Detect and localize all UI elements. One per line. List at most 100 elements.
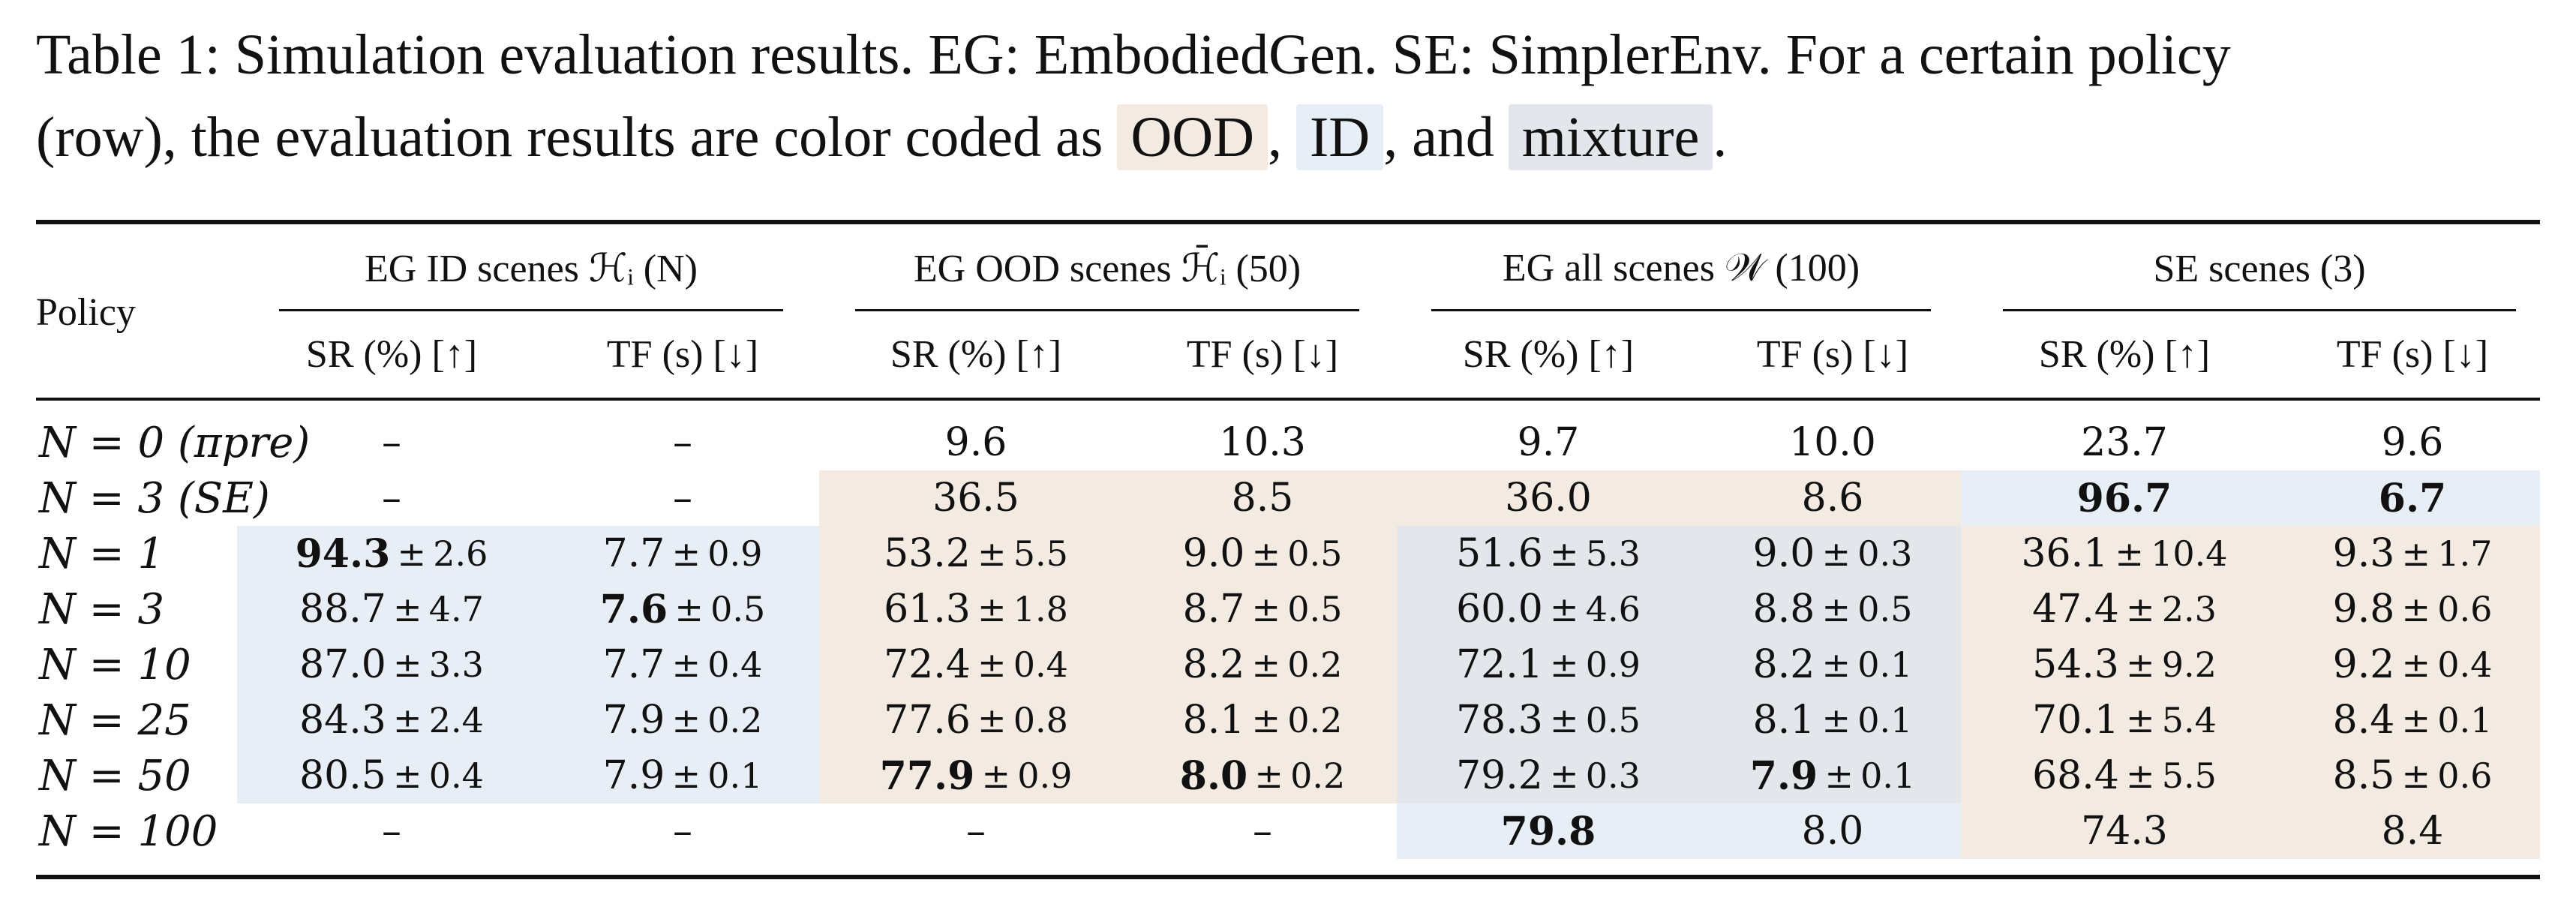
id-color-key: ID xyxy=(1296,104,1384,170)
table-cell: 53.2 ± 5.5 xyxy=(884,531,1068,576)
table-cell: 8.4 xyxy=(2381,809,2444,854)
id-region xyxy=(1397,803,1961,859)
sub-header-tf: TF (s) [↓] xyxy=(1186,332,1339,376)
ood-color-key: OOD xyxy=(1117,104,1268,170)
table-cell: 77.9 ± 0.9 xyxy=(879,752,1073,799)
table-cell: 9.7 xyxy=(1517,420,1580,465)
sub-header-tf: TF (s) [↓] xyxy=(606,332,759,376)
table-cell: 78.3 ± 0.5 xyxy=(1456,698,1641,743)
table-cell: 36.5 xyxy=(932,476,1019,521)
ood-region xyxy=(819,470,1961,526)
ood-region xyxy=(819,526,1397,803)
table-cell: 8.5 xyxy=(1231,476,1294,521)
table-cell: – xyxy=(673,420,692,465)
table-cell: 7.7 ± 0.4 xyxy=(602,642,763,687)
table-cell: – xyxy=(673,476,692,521)
row-label: N = 50 xyxy=(39,751,191,800)
sub-header-tf: TF (s) [↓] xyxy=(2336,332,2489,376)
group-rule-se xyxy=(2003,309,2516,311)
mixture-region xyxy=(1397,526,1961,803)
table-cell: – xyxy=(673,809,692,854)
table-cell: 8.8 ± 0.5 xyxy=(1752,587,1913,632)
table-cell: 94.3 ± 2.6 xyxy=(295,530,488,577)
row-label: N = 10 xyxy=(39,640,191,689)
caption-line-1: Table 1: Simulation evaluation results. … xyxy=(36,23,2231,86)
table-cell: 8.5 ± 0.6 xyxy=(2332,753,2493,798)
group-header-eg-ood: EG OOD scenes ℋ̄ᵢ (50) xyxy=(913,248,1302,290)
table-cell: 36.0 xyxy=(1505,476,1592,521)
table-cell: 9.2 ± 0.4 xyxy=(2332,642,2493,687)
table-cell: 10.3 xyxy=(1219,420,1306,465)
table-cell: 7.6 ± 0.5 xyxy=(599,586,766,632)
table-cell: 8.7 ± 0.5 xyxy=(1182,587,1343,632)
table-cell: 8.0 ± 0.2 xyxy=(1179,752,1346,799)
row-label: N = 0 (πpre) xyxy=(39,418,311,467)
id-region xyxy=(1961,470,2540,526)
table-cell: 8.1 ± 0.1 xyxy=(1752,698,1913,743)
group-header-eg-id: EG ID scenes ℋᵢ (N) xyxy=(365,248,698,290)
table-cell: 9.8 ± 0.6 xyxy=(2332,587,2493,632)
table-bottom-rule xyxy=(36,875,2540,879)
table-cell: 68.4 ± 5.5 xyxy=(2032,753,2217,798)
table-cell: 70.1 ± 5.4 xyxy=(2032,698,2217,743)
caption-end: . xyxy=(1713,106,1728,169)
table-cell: 72.1 ± 0.9 xyxy=(1456,642,1641,687)
sub-header-sr: SR (%) [↑] xyxy=(890,332,1062,376)
row-label: N = 3 (SE) xyxy=(39,473,270,523)
sub-header-tf: TF (s) [↓] xyxy=(1756,332,1909,376)
table-cell: 96.7 xyxy=(2076,475,2172,521)
table-cell: 9.3 ± 1.7 xyxy=(2332,531,2493,576)
table-cell: 88.7 ± 4.7 xyxy=(299,587,484,632)
table-cell: 47.4 ± 2.3 xyxy=(2032,587,2217,632)
policy-header: Policy xyxy=(36,290,136,334)
table-cell: 79.8 xyxy=(1500,808,1596,854)
table-cell: 7.9 ± 0.1 xyxy=(1749,752,1916,799)
table-caption: Table 1: Simulation evaluation results. … xyxy=(36,14,2541,179)
table-cell: 8.6 xyxy=(1801,476,1864,521)
caption-separator-1: , xyxy=(1267,106,1296,169)
table-cell: 36.1 ± 10.4 xyxy=(2021,531,2228,576)
table-cell: 8.0 xyxy=(1801,809,1864,854)
table-cell: 61.3 ± 1.8 xyxy=(884,587,1068,632)
mixture-color-key: mixture xyxy=(1508,104,1713,170)
table-cell: 7.9 ± 0.2 xyxy=(602,698,763,743)
table-cell: 7.9 ± 0.1 xyxy=(602,753,763,798)
group-header-eg-all: EG all scenes 𝒲 (100) xyxy=(1502,247,1860,290)
table-cell: 87.0 ± 3.3 xyxy=(299,642,484,687)
table-cell: 9.0 ± 0.5 xyxy=(1182,531,1343,576)
group-rule-eg-all xyxy=(1431,309,1931,311)
group-rule-eg-ood xyxy=(855,309,1359,311)
table-cell: 74.3 xyxy=(2081,809,2168,854)
sub-header-sr: SR (%) [↑] xyxy=(305,332,478,376)
table-cell: 84.3 ± 2.4 xyxy=(299,698,484,743)
table-cell: 80.5 ± 0.4 xyxy=(299,753,484,798)
table-top-rule xyxy=(36,220,2540,224)
table-cell: 23.7 xyxy=(2081,420,2168,465)
caption-line-2: (row), the evaluation results are color … xyxy=(36,96,2541,179)
sub-header-sr: SR (%) [↑] xyxy=(1462,332,1635,376)
table-cell: 7.7 ± 0.9 xyxy=(602,531,763,576)
table-cell: 72.4 ± 0.4 xyxy=(884,642,1068,687)
caption-separator-2: , and xyxy=(1383,106,1509,169)
caption-prefix: (row), the evaluation results are color … xyxy=(36,106,1118,169)
table-cell: 77.6 ± 0.8 xyxy=(884,698,1068,743)
row-label: N = 25 xyxy=(39,695,191,745)
table-cell: 8.4 ± 0.1 xyxy=(2332,698,2493,743)
table-cell: 51.6 ± 5.3 xyxy=(1456,531,1641,576)
table-cell: 9.6 xyxy=(2381,420,2444,465)
table-cell: – xyxy=(382,420,401,465)
row-label: N = 1 xyxy=(39,529,165,578)
row-label: N = 100 xyxy=(39,806,218,856)
row-label: N = 3 xyxy=(39,584,165,634)
table-cell: 10.0 xyxy=(1789,420,1876,465)
table-cell: 6.7 xyxy=(2378,475,2447,521)
table-cell: – xyxy=(382,476,401,521)
sub-header-sr: SR (%) [↑] xyxy=(2038,332,2211,376)
id-region xyxy=(237,526,819,803)
group-rule-eg-id xyxy=(279,309,783,311)
table-cell: 8.2 ± 0.2 xyxy=(1182,642,1343,687)
table-cell: – xyxy=(966,809,986,854)
group-header-se: SE scenes (3) xyxy=(2153,247,2366,290)
table-cell: – xyxy=(1253,809,1272,854)
table-cell: – xyxy=(382,809,401,854)
